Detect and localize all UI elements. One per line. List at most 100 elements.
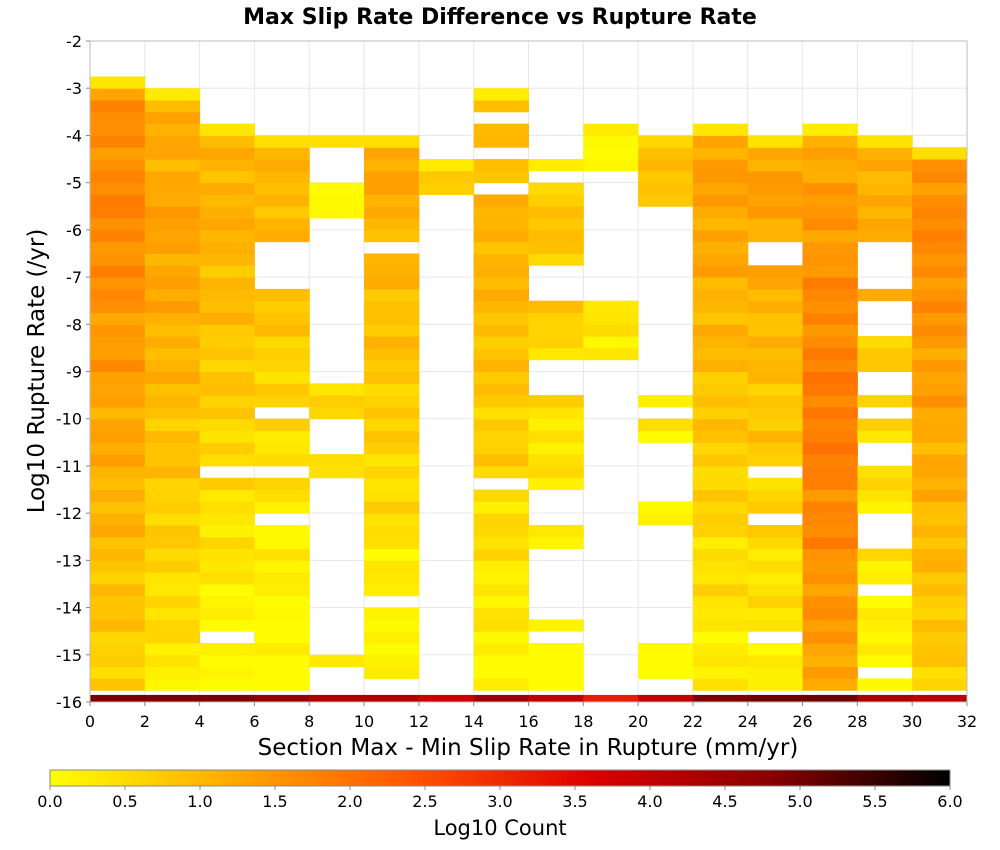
heatmap-cell [747,383,804,396]
heatmap-cell [473,206,529,219]
heatmap-cell [638,159,694,172]
y-tick-label: -7 [66,268,82,287]
heatmap-cell [199,572,255,585]
heatmap-cell [473,572,529,585]
heatmap-cell [473,619,529,632]
heatmap-cell [254,300,310,313]
heatmap-cell [528,336,584,349]
heatmap-cell [747,265,804,278]
heatmap-cell [692,572,749,585]
heatmap-cell [638,418,694,432]
heatmap-cell [912,642,968,656]
y-tick-label: -13 [56,551,82,570]
heatmap-cell [144,666,201,679]
x-axis-ticks: 0 2 4 6 8 10 12 14 16 18 20 22 24 26 28 30 32 [85,702,977,731]
heatmap-cell [364,182,420,195]
heatmap-cell [90,277,146,290]
heatmap-cell [528,477,584,491]
heatmap-cell [857,642,913,656]
heatmap-cell [473,88,529,101]
heatmap-cell [747,277,804,290]
colorbar-tick-label: 0.0 [37,792,62,811]
x-tick-label: 16 [518,712,538,731]
heatmap-cell [364,135,420,148]
x-axis-label: Section Max - Min Slip Rate in Rupture (… [258,735,799,761]
heatmap-cell [747,371,804,384]
heatmap-cell [473,524,529,538]
colorbar [49,769,951,787]
heatmap-cell [912,524,968,538]
heatmap-cell [692,300,749,313]
heatmap-cell [309,654,365,668]
heatmap-cell [802,241,858,254]
heatmap-cell [309,454,365,467]
x-tick-label: 10 [354,712,374,731]
heatmap-cell [144,383,201,396]
heatmap-bottom-cell [747,694,804,702]
heatmap-cell [254,654,310,668]
heatmap-cell [364,572,420,585]
heatmap-cell [692,336,749,349]
heatmap-cell [199,347,255,361]
heatmap-cell [692,666,749,679]
heatmap-cell [144,678,201,691]
heatmap-cell [912,595,968,609]
x-tick-label: 14 [464,712,484,731]
heatmap-cell [90,406,146,420]
heatmap-cell [692,277,749,290]
heatmap-cell [583,300,639,313]
x-tick-label: 30 [902,712,922,731]
heatmap-cell [747,218,804,231]
heatmap-cell [364,312,420,325]
heatmap-cell [747,560,804,573]
heatmap-cell [692,678,749,691]
heatmap-cell [90,418,146,432]
heatmap-cell [857,654,913,668]
heatmap-cell [199,619,255,632]
heatmap-cell [144,159,201,172]
heatmap-cell [199,654,255,668]
heatmap-cell [802,123,858,136]
heatmap-cell [802,654,858,668]
heatmap-cell [199,383,255,396]
heatmap-cell [90,583,146,597]
heatmap-cell [364,619,420,632]
heatmap-cell [912,654,968,668]
heatmap-cell [747,288,804,302]
heatmap-cell [254,371,310,384]
heatmap-cell [199,548,255,561]
heatmap-cell [364,548,420,561]
heatmap-cell [912,182,968,195]
heatmap-cell [144,513,201,526]
heatmap-cell [199,277,255,290]
heatmap-cell [90,501,146,514]
y-tick-label: -6 [66,221,82,240]
heatmap-cell [857,229,913,243]
heatmap-cell [254,347,310,361]
heatmap-cell [199,182,255,195]
heatmap-cell [254,560,310,573]
heatmap-cell [473,288,529,302]
heatmap-cell [802,442,858,455]
heatmap-cell [912,536,968,550]
heatmap-cell [912,229,968,243]
x-tick-label: 6 [249,712,259,731]
heatmap-cell [857,619,913,632]
heatmap-cell [857,501,913,514]
heatmap-bottom-cell [912,694,968,702]
colorbar-tick-label: 1.0 [187,792,212,811]
heatmap-cell [528,182,584,195]
heatmap-cell [583,312,639,325]
heatmap-cell [364,277,420,290]
heatmap-cell [144,595,201,609]
heatmap-cell [199,241,255,254]
x-tick-label: 0 [85,712,95,731]
heatmap-cell [747,642,804,656]
heatmap-cell [692,619,749,632]
heatmap-cell [199,642,255,656]
heatmap-cell [857,159,913,172]
heatmap-cell [802,406,858,420]
heatmap-cell [473,418,529,432]
heatmap-cells [90,76,968,702]
heatmap-cell [692,218,749,231]
